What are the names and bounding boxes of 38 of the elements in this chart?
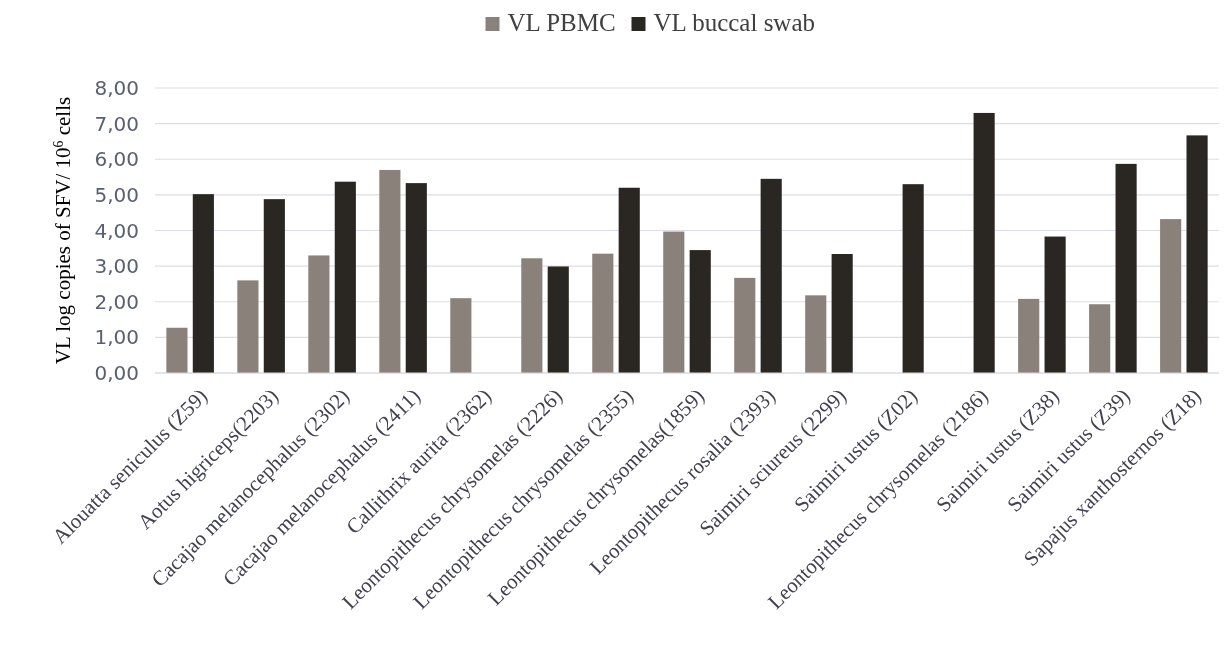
bar [1018, 298, 1040, 373]
bar [734, 277, 756, 373]
bar [663, 231, 685, 373]
legend-label: VL PBMC [507, 9, 616, 36]
bar [521, 258, 543, 373]
bar [192, 194, 214, 373]
bar [1044, 236, 1066, 373]
legend-label: VL buccal swab [653, 9, 816, 36]
bar [973, 112, 995, 373]
bar [805, 295, 827, 373]
y-tick-label: 2,00 [94, 289, 139, 314]
bar [1089, 304, 1111, 373]
bar [308, 255, 330, 373]
bar [405, 183, 427, 373]
bar [547, 266, 569, 373]
bar [334, 181, 356, 373]
y-tick-label: 0,00 [94, 361, 139, 385]
y-tick-label: 4,00 [94, 218, 139, 243]
bar [618, 187, 640, 373]
bar [592, 253, 614, 373]
y-tick-label: 8,00 [94, 76, 139, 100]
bar [166, 327, 188, 373]
bar [1186, 135, 1208, 373]
y-tick-label: 3,00 [94, 254, 139, 279]
y-tick-label: 7,00 [94, 111, 139, 136]
y-tick-label: 1,00 [94, 325, 139, 350]
bar [379, 169, 401, 373]
bar [1160, 219, 1182, 373]
bar [760, 178, 782, 373]
bar [831, 254, 853, 373]
bar [689, 250, 711, 373]
bar [902, 184, 924, 373]
y-tick-label: 5,00 [94, 182, 139, 207]
bar [450, 298, 472, 373]
bar [237, 280, 259, 373]
bar [1115, 163, 1137, 373]
y-tick-label: 6,00 [94, 147, 139, 172]
bar [263, 199, 285, 373]
